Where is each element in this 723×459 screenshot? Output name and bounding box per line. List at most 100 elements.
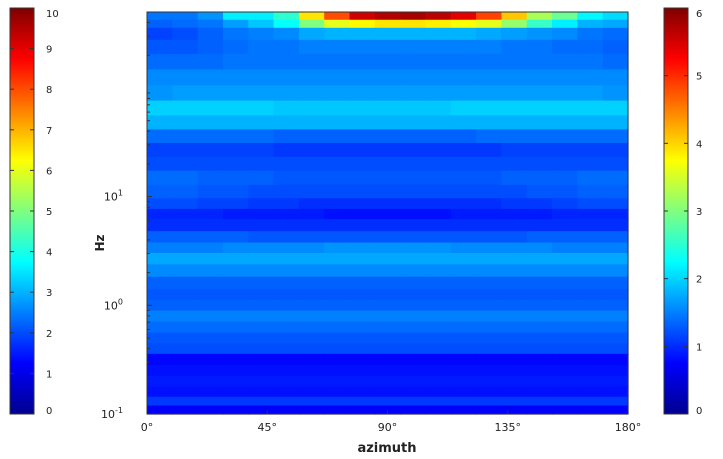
heatmap-cell	[172, 85, 199, 102]
heatmap-cell	[425, 54, 452, 71]
heatmap-cell	[172, 156, 199, 172]
heatmap-cell	[222, 376, 249, 388]
heatmap-cell	[172, 27, 199, 41]
left-colorbar: 0 1 2 3 4 5 6 7 8 9 10	[9, 7, 59, 417]
heatmap-cell	[526, 170, 553, 186]
heatmap-cell	[374, 396, 401, 407]
heatmap-cell	[273, 288, 300, 301]
heatmap-cell	[349, 343, 376, 355]
heatmap-cell	[147, 208, 173, 220]
heatmap-cell	[501, 253, 528, 265]
heatmap-cell	[172, 276, 199, 290]
heatmap-cell	[349, 321, 376, 334]
heatmap-cell	[172, 54, 199, 71]
heatmap-cell	[476, 396, 503, 407]
heatmap-cell	[552, 364, 578, 377]
heatmap-cell	[349, 396, 376, 407]
heatmap-cell	[400, 208, 427, 220]
heatmap-cell	[552, 264, 578, 278]
heatmap-cell	[476, 129, 503, 144]
heatmap-cell	[602, 231, 629, 244]
heatmap-cell	[197, 85, 224, 102]
heatmap-cell	[577, 184, 604, 199]
heatmap-cell	[324, 115, 351, 130]
heatmap-cell	[147, 69, 173, 86]
heatmap-cell	[172, 264, 199, 278]
heatmap-cell	[374, 231, 401, 244]
heatmap-cell	[552, 396, 578, 407]
heatmap-cell	[298, 39, 325, 55]
heatmap-cell	[400, 129, 427, 144]
heatmap-cell	[476, 332, 503, 344]
heatmap-cell	[577, 54, 604, 71]
heatmap-cell	[298, 208, 325, 220]
heatmap-cell	[577, 264, 604, 278]
heatmap-cell	[400, 332, 427, 344]
heatmap-cell	[172, 115, 199, 130]
heatmap-cell	[425, 231, 452, 244]
heatmap-cell	[273, 129, 300, 144]
heatmap-cell	[425, 300, 452, 312]
heatmap-cell	[349, 386, 376, 398]
heatmap-cell	[273, 100, 300, 117]
heatmap-cell	[602, 170, 629, 186]
heatmap-cell	[476, 85, 503, 102]
heatmap-cell	[476, 100, 503, 117]
heatmap-cell	[425, 198, 452, 210]
heatmap-cell	[476, 170, 503, 186]
heatmap-cell	[248, 253, 275, 265]
heatmap-cell	[273, 253, 300, 265]
heatmap-cell	[552, 19, 578, 29]
heatmap-cell	[425, 253, 452, 265]
heatmap-cell	[450, 364, 477, 377]
heatmap-cell	[324, 264, 351, 278]
heatmap-cell	[552, 219, 578, 232]
heatmap-cell	[197, 129, 224, 144]
heatmap-cell	[501, 310, 528, 323]
heatmap-cell	[222, 170, 249, 186]
heatmap-cell	[222, 27, 249, 41]
heatmap-cell	[248, 100, 275, 117]
heatmap-cell	[602, 100, 629, 117]
heatmap-cell	[425, 39, 452, 55]
colorbar-tick-label: 2	[46, 329, 52, 340]
heatmap-cell	[197, 321, 224, 334]
heatmap-cell	[197, 310, 224, 323]
colorbar-tick-label: 2	[696, 275, 702, 286]
heatmap-cell	[197, 142, 224, 158]
heatmap-cell	[577, 27, 604, 41]
heatmap-cell	[324, 85, 351, 102]
heatmap-cell	[349, 184, 376, 199]
heatmap-cell	[248, 12, 275, 21]
heatmap-cell	[374, 288, 401, 301]
heatmap-cell	[577, 219, 604, 232]
heatmap-cell	[172, 184, 199, 199]
heatmap-cell	[400, 405, 427, 415]
heatmap-cell	[425, 364, 452, 377]
heatmap-cell	[324, 321, 351, 334]
heatmap-cell	[374, 184, 401, 199]
heatmap-cell	[552, 156, 578, 172]
heatmap-cell	[577, 39, 604, 55]
heatmap-cell	[450, 343, 477, 355]
heatmap-cell	[450, 386, 477, 398]
heatmap-cell	[400, 276, 427, 290]
x-tick-label: 90°	[378, 421, 398, 434]
heatmap-cell	[172, 69, 199, 86]
heatmap-cell	[400, 54, 427, 71]
heatmap-cell	[501, 276, 528, 290]
heatmap-cell	[577, 208, 604, 220]
heatmap-cell	[273, 27, 300, 41]
heatmap-cell	[172, 396, 199, 407]
heatmap-cell	[349, 231, 376, 244]
heatmap-cell	[476, 242, 503, 254]
heatmap-cell	[450, 276, 477, 290]
heatmap-cell	[602, 253, 629, 265]
heatmap-cell	[501, 396, 528, 407]
heatmap-cell	[501, 364, 528, 377]
heatmap-cell	[400, 300, 427, 312]
heatmap-cell	[552, 353, 578, 366]
heatmap-cell	[222, 129, 249, 144]
heatmap-cell	[273, 208, 300, 220]
heatmap-cell	[172, 170, 199, 186]
